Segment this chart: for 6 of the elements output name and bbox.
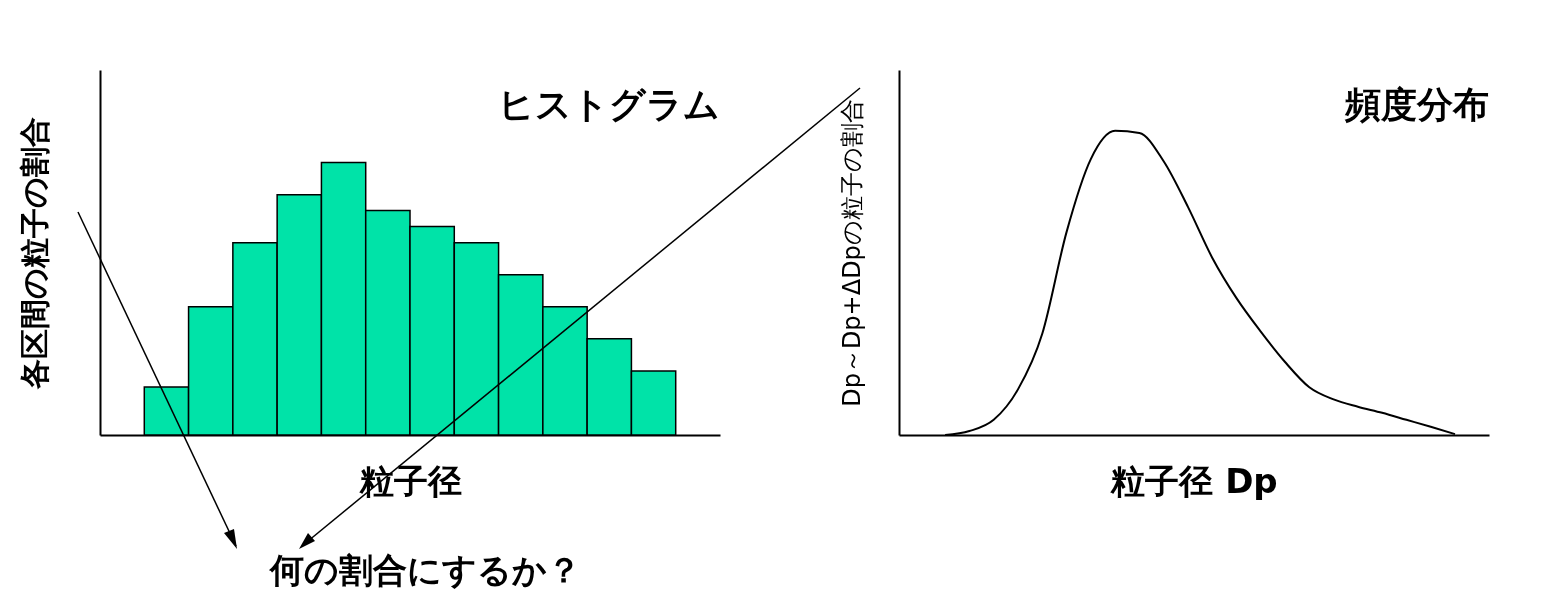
chart-title: ヒストグラム (498, 84, 720, 125)
text: 何の割合にするか？ (270, 549, 581, 592)
y-axis-title: Dp～Dp+ΔDpの粒子の割合 (837, 99, 866, 407)
x-axis-title: 粒子径 Dp (1110, 460, 1278, 501)
chart-title: 頻度分布 (1344, 84, 1489, 125)
y-axis-title: 各区間の粒子の割合 (16, 117, 52, 390)
